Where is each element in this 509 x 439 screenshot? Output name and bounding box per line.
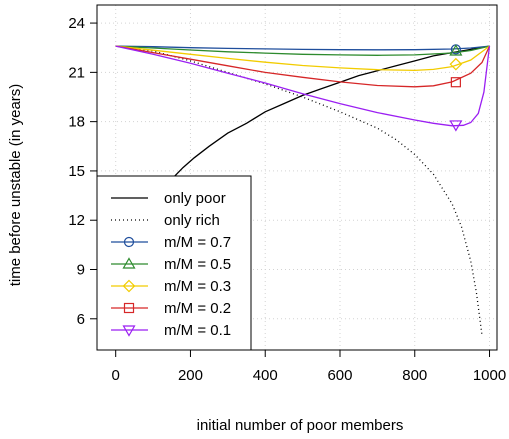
y-tick-label: 12 bbox=[68, 212, 85, 229]
y-tick-label: 18 bbox=[68, 114, 85, 131]
x-tick-label: 600 bbox=[327, 367, 352, 384]
legend-item: m/M = 0.7 bbox=[111, 234, 231, 251]
legend-marker bbox=[122, 325, 136, 337]
series-marker-5 bbox=[449, 57, 463, 71]
legend-label: m/M = 0.7 bbox=[164, 234, 231, 251]
y-tick-label: 24 bbox=[68, 15, 85, 32]
legend-label: m/M = 0.3 bbox=[164, 278, 231, 295]
legend-box bbox=[96, 175, 252, 351]
legend-label: m/M = 0.5 bbox=[164, 256, 231, 273]
legend-label: m/M = 0.1 bbox=[164, 322, 231, 339]
y-axis: 6 9 12 15 18 21 24 bbox=[68, 15, 97, 328]
series-marker-7 bbox=[449, 120, 463, 132]
legend-marker bbox=[123, 302, 135, 314]
legend-label: only poor bbox=[164, 190, 226, 207]
x-axis-title: initial number of poor members bbox=[197, 417, 404, 434]
series-line-1 bbox=[171, 45, 490, 180]
series-lines bbox=[115, 45, 491, 336]
y-tick-label: 21 bbox=[68, 64, 85, 81]
series-line-3 bbox=[115, 45, 490, 51]
x-tick-label: 400 bbox=[253, 367, 278, 384]
legend-item: only rich bbox=[111, 212, 220, 229]
x-tick-label: 1000 bbox=[473, 367, 506, 384]
x-tick-label: 800 bbox=[402, 367, 427, 384]
y-tick-label: 9 bbox=[77, 262, 85, 279]
y-tick-label: 15 bbox=[68, 163, 85, 180]
legend-item: only poor bbox=[111, 190, 226, 207]
x-axis: 0 200 400 600 800 1000 bbox=[112, 350, 506, 384]
series-line-4 bbox=[115, 45, 490, 56]
y-tick-label: 6 bbox=[77, 311, 85, 328]
legend-marker bbox=[122, 257, 136, 269]
series-marker-4 bbox=[449, 44, 463, 56]
legend-label: m/M = 0.2 bbox=[164, 300, 231, 317]
series-line-6 bbox=[115, 45, 491, 88]
series-line-7 bbox=[115, 45, 491, 127]
legend-item: m/M = 0.2 bbox=[111, 300, 231, 317]
x-tick-label: 0 bbox=[112, 367, 120, 384]
legend-marker bbox=[123, 236, 135, 248]
series-markers bbox=[449, 44, 463, 132]
legend-item: m/M = 0.5 bbox=[111, 256, 231, 273]
legend: only poor only rich m/M = 0.7 m/M = 0.5 m/M … bbox=[96, 175, 252, 351]
legend-item: m/M = 0.3 bbox=[111, 278, 231, 295]
x-tick-label: 200 bbox=[178, 367, 203, 384]
legend-item: m/M = 0.1 bbox=[111, 322, 231, 339]
legend-label: only rich bbox=[164, 212, 220, 229]
series-marker-6 bbox=[450, 77, 461, 88]
y-axis-title: time before unstable (in years) bbox=[7, 84, 24, 287]
legend-marker bbox=[122, 279, 136, 293]
